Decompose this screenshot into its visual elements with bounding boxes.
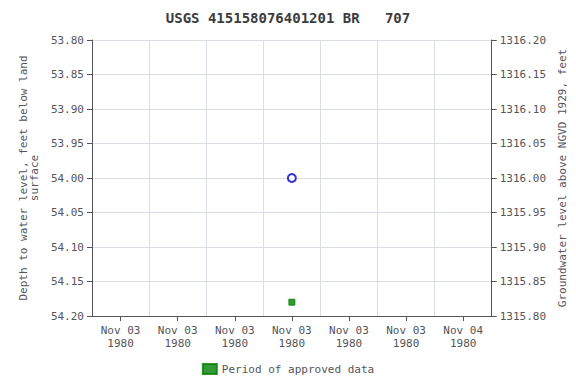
svg-text:USGS 415158076401201 BR 707: USGS 415158076401201 BR 707 [166,10,410,26]
svg-text:1980: 1980 [336,337,363,350]
svg-text:1316.15: 1316.15 [500,68,546,81]
svg-text:53.90: 53.90 [51,103,84,116]
svg-text:54.05: 54.05 [51,206,84,219]
svg-text:1316.20: 1316.20 [500,34,546,47]
svg-text:1980: 1980 [279,337,306,350]
svg-text:Period of approved data: Period of approved data [222,363,374,376]
svg-text:1316.10: 1316.10 [500,103,546,116]
svg-text:Nov 03: Nov 03 [215,324,255,337]
svg-text:1316.05: 1316.05 [500,137,546,150]
svg-text:1980: 1980 [107,337,134,350]
svg-text:Depth to water level, feet bel: Depth to water level, feet below land [17,55,30,301]
svg-text:1980: 1980 [164,337,191,350]
svg-text:Nov 03: Nov 03 [386,324,426,337]
svg-text:Groundwater level above NGVD 1: Groundwater level above NGVD 1929, feet [556,49,569,307]
svg-text:53.95: 53.95 [51,137,84,150]
svg-text:1980: 1980 [393,337,420,350]
svg-text:surface: surface [28,155,41,201]
svg-text:53.85: 53.85 [51,68,84,81]
svg-text:1316.00: 1316.00 [500,172,546,185]
svg-text:1315.95: 1315.95 [500,206,546,219]
svg-text:54.10: 54.10 [51,241,84,254]
svg-text:Nov 03: Nov 03 [101,324,141,337]
svg-text:1315.80: 1315.80 [500,310,546,323]
svg-text:1980: 1980 [222,337,249,350]
svg-text:Nov 03: Nov 03 [329,324,369,337]
svg-text:Nov 03: Nov 03 [272,324,312,337]
svg-text:1315.85: 1315.85 [500,275,546,288]
svg-text:1980: 1980 [450,337,477,350]
svg-text:54.20: 54.20 [51,310,84,323]
svg-text:Nov 04: Nov 04 [443,324,483,337]
svg-text:Nov 03: Nov 03 [158,324,198,337]
svg-text:1315.90: 1315.90 [500,241,546,254]
svg-text:54.15: 54.15 [51,275,84,288]
svg-text:53.80: 53.80 [51,34,84,47]
svg-text:54.00: 54.00 [51,172,84,185]
